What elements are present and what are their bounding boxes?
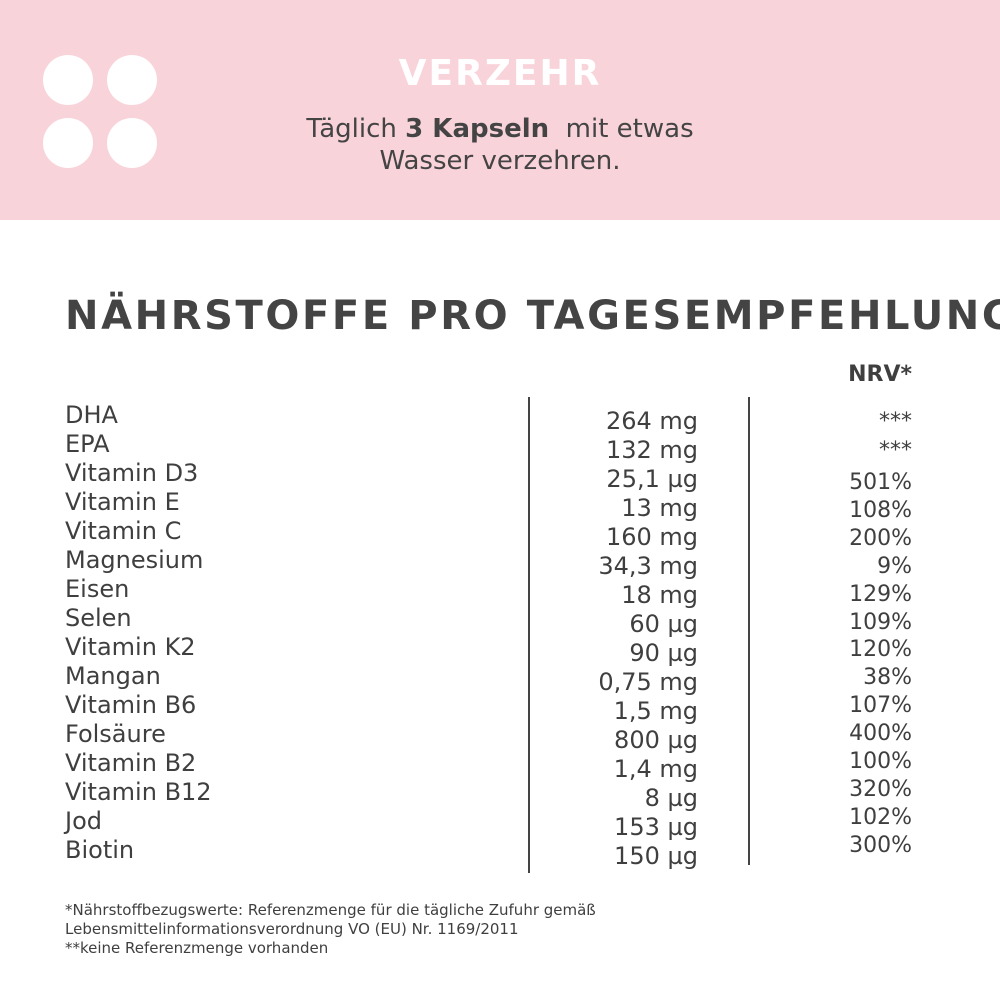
amount: 13 mg (621, 494, 698, 522)
nutrient-name: Biotin (65, 836, 135, 864)
amount: 264 mg (605, 407, 698, 435)
footnote: Lebensmittelinformationsverordnung VO (E… (65, 920, 519, 938)
footnote: **keine Referenzmenge vorhanden (65, 939, 329, 957)
footnote: *Nährstoffbezugswerte: Referenzmenge für… (65, 901, 596, 919)
amount: 153 µg (614, 813, 698, 841)
nrv-value: *** (879, 409, 912, 434)
amount: 34,3 mg (598, 552, 698, 580)
nutrient-name: Folsäure (65, 720, 166, 748)
nrv-value: 129% (849, 581, 912, 607)
dot (107, 55, 157, 105)
amount: 0,75 mg (598, 668, 698, 696)
amount: 18 mg (621, 581, 698, 609)
amount: 1,5 mg (613, 697, 698, 725)
nutrient-name: Vitamin B12 (65, 778, 212, 806)
nrv-value: 120% (849, 637, 912, 663)
nutrient-name: Vitamin B6 (65, 691, 197, 719)
nutrient-name: EPA (65, 430, 110, 458)
nutrient-name: Mangan (65, 662, 161, 690)
nutrient-name: Eisen (65, 575, 130, 603)
amount: 8 µg (644, 784, 698, 812)
intro-text: mit etwas (549, 114, 694, 144)
intro-text: Täglich (306, 114, 406, 144)
divider (528, 397, 530, 873)
nutrient-name: Jod (65, 807, 102, 835)
nrv-header: NRV* (848, 362, 912, 387)
nrv-value: 107% (849, 693, 912, 719)
nrv-value: 400% (849, 721, 912, 747)
amount: 160 mg (605, 523, 698, 551)
nutrient-name: Magnesium (65, 546, 204, 574)
nrv-value: 38% (863, 665, 912, 691)
divider (748, 397, 750, 865)
dot (43, 55, 93, 105)
nrv-value: 320% (849, 776, 912, 802)
intro-line: Wasser verzehren. (379, 146, 621, 176)
amount: 60 µg (629, 610, 698, 638)
nrv-value: *** (879, 438, 912, 463)
amount: 25,1 µg (606, 465, 698, 493)
header-band: VERZEHR Täglich 3 Kapseln mit etwas Wass… (0, 0, 1000, 220)
nrv-value: 108% (849, 497, 912, 523)
amount: 1,4 mg (613, 755, 698, 783)
nrv-value: 501% (849, 470, 912, 495)
nutrient-name: Vitamin D3 (65, 459, 199, 487)
intro-bold: 3 Kapseln (405, 114, 550, 144)
nutrient-name: Vitamin E (65, 488, 180, 516)
nrv-value: 9% (877, 553, 912, 579)
nrv-value: 109% (849, 609, 912, 635)
dot (43, 118, 93, 168)
amount: 132 mg (605, 436, 698, 464)
nutrient-name: Vitamin K2 (65, 633, 196, 661)
nrv-value: 300% (849, 832, 912, 858)
header-title: VERZEHR (398, 53, 602, 94)
nutrient-name: DHA (65, 401, 118, 429)
amount: 150 µg (614, 842, 698, 870)
amount: 90 µg (629, 639, 698, 667)
nutrient-name: Vitamin C (65, 517, 182, 545)
dot (107, 118, 157, 168)
nrv-value: 100% (849, 749, 912, 774)
intro-line: Täglich 3 Kapseln mit etwas (0, 116, 1000, 142)
nutrient-name: Vitamin B2 (65, 749, 197, 777)
table-title: NÄHRSTOFFE PRO TAGESEMPFEHLUNG (65, 293, 1000, 339)
amount: 800 µg (614, 726, 698, 754)
nrv-value: 102% (849, 804, 912, 830)
nutrient-name: Selen (65, 604, 132, 632)
nrv-value: 200% (849, 525, 912, 551)
